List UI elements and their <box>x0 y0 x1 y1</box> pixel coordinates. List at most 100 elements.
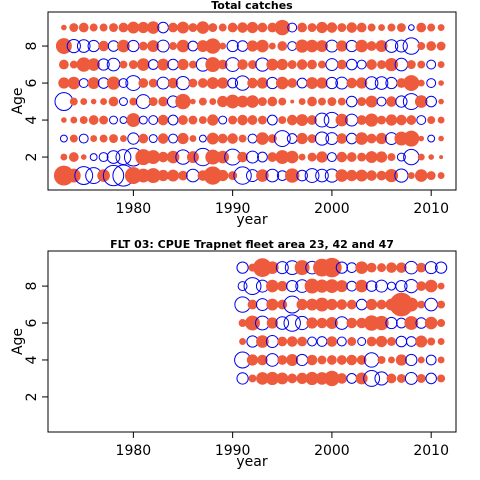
bubble <box>385 114 398 126</box>
x-tick-label: 1980 <box>116 201 152 217</box>
bubble <box>76 39 91 53</box>
bubble <box>355 169 368 182</box>
bubble <box>404 371 418 385</box>
chart-title: Total catches <box>211 0 293 12</box>
bubble <box>427 134 436 143</box>
bubble <box>316 40 328 53</box>
bubble <box>187 40 199 52</box>
bubble <box>296 114 309 127</box>
bubble <box>335 280 348 293</box>
bubble <box>265 371 279 386</box>
bubble <box>146 21 160 34</box>
bubble <box>287 22 298 33</box>
bubble <box>315 297 329 312</box>
bubble <box>436 41 446 51</box>
bubble <box>59 134 68 143</box>
bubble <box>287 373 298 384</box>
bubble <box>286 353 299 366</box>
bubble <box>98 40 109 52</box>
bubble <box>219 42 227 50</box>
bubble <box>206 77 219 90</box>
bubble <box>296 132 308 145</box>
bubble <box>394 39 408 53</box>
bubble <box>386 96 397 107</box>
bubble <box>307 115 317 125</box>
bubble <box>135 94 151 109</box>
bubble <box>169 42 178 51</box>
bubble <box>355 298 368 311</box>
bubble <box>167 77 179 89</box>
bubble <box>119 116 128 125</box>
bubble <box>237 281 248 292</box>
bubble <box>356 77 368 89</box>
bubble <box>157 151 169 163</box>
bubble <box>58 77 70 89</box>
bubble <box>186 168 200 183</box>
y-tick-label: 4 <box>24 116 40 125</box>
bubble <box>304 168 320 183</box>
plot-frame <box>47 11 457 191</box>
bubble <box>437 374 446 383</box>
bubble <box>266 279 279 293</box>
bubble <box>355 279 368 293</box>
bubble <box>283 314 301 332</box>
x-tick-label: 2000 <box>314 443 350 459</box>
bubble <box>418 135 425 142</box>
bubble <box>238 319 247 328</box>
bubble <box>357 152 367 162</box>
bubble <box>295 353 309 367</box>
bubble <box>345 95 358 108</box>
bubble <box>126 113 141 127</box>
bubble <box>437 300 446 309</box>
bubble <box>346 354 358 366</box>
bubble <box>434 261 448 274</box>
bubble <box>217 59 228 70</box>
bubble <box>386 281 396 291</box>
bubble <box>337 23 347 32</box>
bubble <box>356 59 367 70</box>
bubble <box>388 356 395 364</box>
bubble <box>218 23 227 32</box>
bubble <box>395 335 408 348</box>
bubble <box>365 113 379 127</box>
bubble <box>306 77 319 90</box>
bubble <box>176 39 190 53</box>
y-tick-label: 4 <box>24 355 40 364</box>
bubble <box>325 279 339 293</box>
bubble <box>363 315 380 331</box>
bubble <box>257 354 268 366</box>
bubble <box>304 278 320 294</box>
bubble <box>147 59 159 70</box>
bubble <box>307 152 317 162</box>
bubble <box>346 373 358 384</box>
bubble <box>356 115 367 125</box>
bubble <box>336 59 347 70</box>
bubble <box>417 356 425 364</box>
bubble <box>377 115 387 125</box>
bubble <box>297 336 308 347</box>
bubble <box>188 78 198 88</box>
bubble <box>417 79 425 87</box>
bubble <box>80 98 88 106</box>
bubble <box>257 115 267 125</box>
bubble <box>424 261 438 275</box>
bubble <box>188 60 197 69</box>
bubble <box>108 96 119 107</box>
bubble <box>106 76 121 90</box>
bubble <box>307 59 317 70</box>
bubble <box>89 23 98 32</box>
bubble <box>376 299 387 310</box>
bubble <box>257 22 268 33</box>
bubble <box>137 21 149 34</box>
bubble <box>277 280 288 292</box>
bubble <box>335 169 349 182</box>
bubble <box>327 355 337 365</box>
bubble <box>266 58 279 71</box>
bubble <box>175 93 191 110</box>
bubble <box>188 115 198 125</box>
bubble <box>326 22 338 33</box>
bubble <box>326 298 338 311</box>
bubble <box>78 78 89 89</box>
bubble <box>265 168 280 183</box>
bubble <box>148 97 158 107</box>
